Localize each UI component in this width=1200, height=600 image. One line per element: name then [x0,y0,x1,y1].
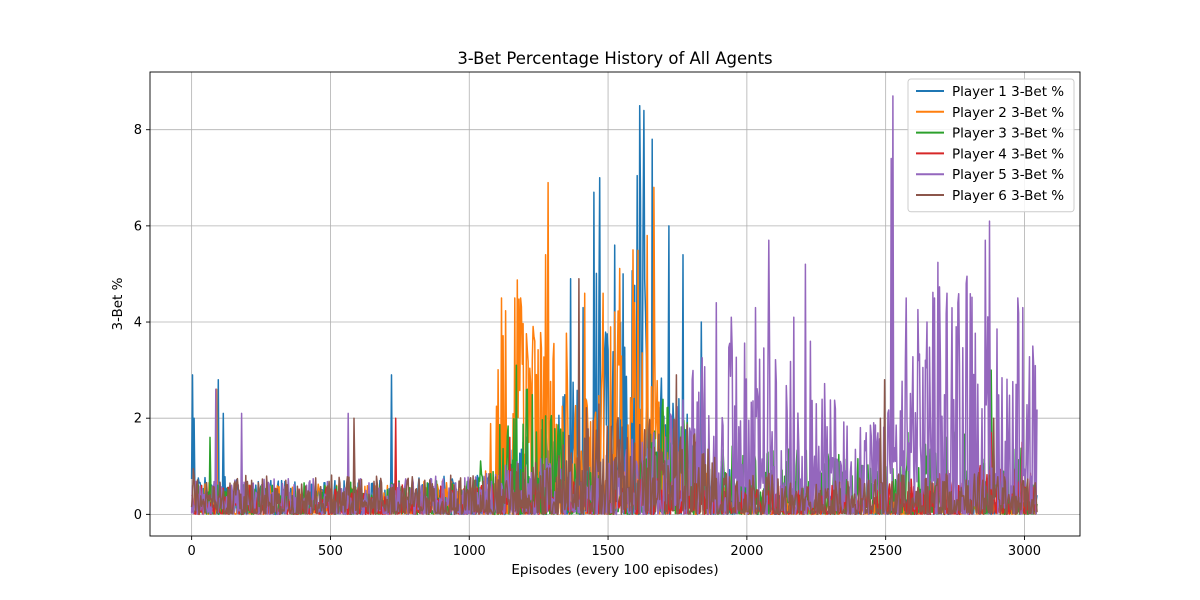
legend: Player 1 3-Bet % Player 2 3-Bet % Player 3… [907,78,1075,213]
chart-title: 3-Bet Percentage History of All Agents [457,49,772,68]
y-tick-label: 0 [134,508,142,523]
y-tick-label: 8 [134,123,142,138]
legend-label-player-5: Player 5 3-Bet % [952,167,1064,183]
x-tick-label: 2000 [730,544,763,559]
legend-label-player-2: Player 2 3-Bet % [952,105,1064,121]
y-axis-label: 3-Bet % [110,277,126,330]
y-tick-label: 2 [134,412,142,427]
legend-label-player-6: Player 6 3-Bet % [952,188,1064,204]
plot-frame [149,71,1081,537]
legend-label-player-3: Player 3 3-Bet % [952,126,1064,142]
x-tick-label: 2500 [869,544,902,559]
x-tick-label: 0 [188,544,196,559]
y-tick-label: 6 [134,219,142,234]
x-axis-label: Episodes (every 100 episodes) [511,562,718,578]
legend-label-player-4: Player 4 3-Bet % [952,146,1064,162]
legend-box [907,78,1075,213]
legend-label-player-1: Player 1 3-Bet % [952,84,1064,100]
series-line-player-6 [190,278,1038,516]
x-tick-label: 1000 [453,544,486,559]
x-tick-label: 500 [318,544,343,559]
x-tick-label: 3000 [1008,544,1041,559]
x-tick-label: 1500 [592,544,625,559]
y-tick-label: 4 [134,316,142,331]
plot-area: 0 500 1000 1500 2000 2500 3000 0 2 4 6 8 [134,71,1081,559]
